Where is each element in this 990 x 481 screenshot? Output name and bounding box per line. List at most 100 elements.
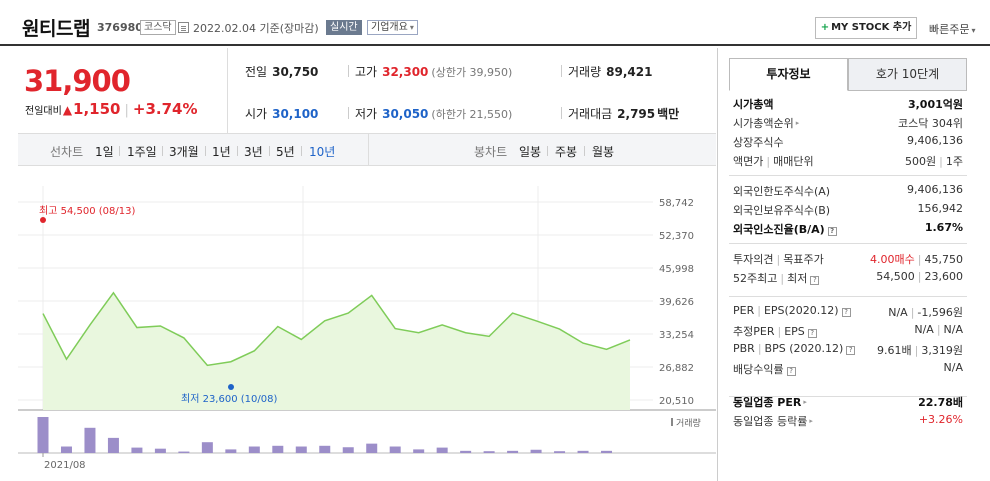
chevron-right-icon[interactable]: ▸: [809, 417, 813, 425]
label-separator: |: [780, 272, 785, 285]
volume-bar: [577, 450, 589, 453]
tab-divider: [301, 146, 302, 156]
info-row-label: 시가총액순위 ▸: [733, 115, 799, 131]
quick-order-label: 빠른주문: [929, 23, 970, 36]
volume-legend-mark: [671, 418, 673, 426]
value-separator: |: [939, 155, 943, 168]
info-row-value: 54,500 | 23,600: [876, 270, 963, 283]
tab-3y[interactable]: 3년: [244, 145, 263, 159]
volume-bar: [460, 450, 472, 453]
panel-divider: [729, 296, 967, 297]
stat-amount-value: 2,795: [617, 107, 656, 121]
info-row: 외국인보유주식수(B) 156,942: [733, 202, 963, 218]
info-row-label: 상장주식수: [733, 134, 784, 150]
tab-10y[interactable]: 10년: [309, 145, 336, 159]
info-value-secondary: 1주: [945, 155, 963, 168]
info-label: 액면가: [733, 155, 764, 168]
help-icon[interactable]: ?: [841, 308, 851, 317]
tab-5y[interactable]: 5년: [276, 145, 295, 159]
info-label-secondary: 목표주가: [783, 253, 824, 266]
panel-divider: [729, 243, 967, 244]
info-row: 동일업종 PER ▸ 22.78배: [733, 394, 963, 410]
info-value: N/A: [888, 306, 908, 319]
info-row-value: 156,942: [918, 202, 964, 215]
info-value: 9,406,136: [907, 183, 963, 196]
company-info-button[interactable]: 기업개요 ▾: [367, 20, 418, 35]
value-separator: |: [910, 306, 915, 319]
change-value: 1,150: [73, 100, 121, 118]
chevron-right-icon[interactable]: ▸: [795, 119, 800, 127]
stat-divider: [561, 107, 562, 119]
tab-1y[interactable]: 1년: [212, 145, 231, 159]
tab-daily[interactable]: 일봉: [519, 145, 542, 159]
info-row-value: 4.00매수 | 45,750: [870, 251, 963, 267]
volume-bar: [342, 447, 354, 453]
tab-order-book[interactable]: 호가 10단계: [848, 58, 967, 91]
info-value: 54,500: [876, 270, 915, 283]
quick-order-button[interactable]: 빠른주문 ▾: [929, 21, 976, 37]
info-value-secondary: 3,319원: [921, 344, 963, 357]
info-row: 시가총액 3,001억원: [733, 96, 963, 112]
label-separator: |: [776, 253, 781, 266]
info-row-label: PER | EPS(2020.12)?: [733, 304, 851, 317]
help-icon[interactable]: ?: [807, 329, 817, 338]
stat-high-label: 고가: [355, 65, 378, 79]
tab-divider: [547, 146, 548, 156]
stat-divider: [561, 65, 562, 77]
info-row-value: N/A | -1,596원: [888, 304, 963, 320]
info-row-label: 액면가 | 매매단위: [733, 153, 814, 169]
y-tick-label: 26,882: [659, 363, 694, 374]
label-separator: |: [757, 342, 762, 355]
tab-investment-info[interactable]: 투자정보: [729, 58, 848, 91]
tab-monthly[interactable]: 월봉: [592, 145, 615, 159]
tab-1w[interactable]: 1주일: [127, 145, 157, 159]
help-icon[interactable]: ?: [786, 367, 796, 376]
help-icon[interactable]: ?: [827, 227, 837, 236]
document-icon: [178, 22, 189, 33]
stat-amount-label: 거래대금: [568, 107, 613, 121]
add-mystock-button[interactable]: + MY STOCK 추가: [815, 17, 917, 39]
change-label: 전일대비: [25, 106, 62, 117]
realtime-button[interactable]: 실시간: [326, 20, 362, 35]
tab-divider: [237, 146, 238, 156]
tab-3m[interactable]: 3개월: [169, 145, 199, 159]
price-change: 전일대비▲1,150 | +3.74%: [25, 100, 198, 118]
volume-bar: [201, 442, 213, 453]
info-label: 배당수익률: [733, 363, 784, 376]
info-row-value: 9,406,136: [907, 183, 963, 196]
tab-weekly[interactable]: 주봉: [555, 145, 578, 159]
price-stats: 전일 30,750 고가 32,300 (상한가 39,950) 거래량 89,421 …: [228, 48, 716, 133]
info-label-secondary: 매매단위: [773, 155, 814, 168]
info-row: 시가총액순위 ▸ 코스닥 304위: [733, 115, 963, 131]
chevron-right-icon[interactable]: ▸: [803, 398, 807, 406]
stock-code: 376980: [97, 21, 143, 34]
help-icon[interactable]: ?: [810, 276, 820, 285]
info-value: 9,406,136: [907, 134, 963, 147]
help-icon[interactable]: ?: [846, 346, 856, 355]
info-value-secondary: 23,600: [924, 270, 964, 283]
tab-1d[interactable]: 1일: [95, 145, 114, 159]
info-value: 4.00매수: [870, 253, 915, 266]
low-label: 최저 23,600 (10/08): [181, 393, 277, 405]
line-chart-label: 선차트: [50, 145, 84, 159]
volume-bar: [225, 449, 237, 453]
info-label: PER: [733, 304, 755, 317]
stock-name: 원티드랩: [22, 18, 90, 40]
info-row-label: 외국인보유주식수(B): [733, 202, 830, 218]
info-value: 3,001억원: [907, 98, 963, 111]
info-row: 외국인소진율(B/A)? 1.67%: [733, 221, 963, 237]
market-badge: 코스닥: [140, 20, 176, 35]
company-info-label: 기업개요: [371, 22, 408, 33]
info-value: N/A: [914, 323, 934, 336]
y-tick-label: 33,254: [659, 330, 694, 341]
stat-low-label: 저가: [355, 107, 378, 121]
label-separator: |: [777, 325, 782, 338]
info-row-value: +3.26%: [919, 413, 963, 426]
info-value: +3.26%: [918, 413, 963, 426]
tab-divider: [205, 146, 206, 156]
panel-divider: [729, 396, 967, 397]
info-label-secondary: EPS(2020.12): [763, 304, 839, 317]
tab-divider: [162, 146, 163, 156]
info-value-secondary: 45,750: [924, 253, 964, 266]
